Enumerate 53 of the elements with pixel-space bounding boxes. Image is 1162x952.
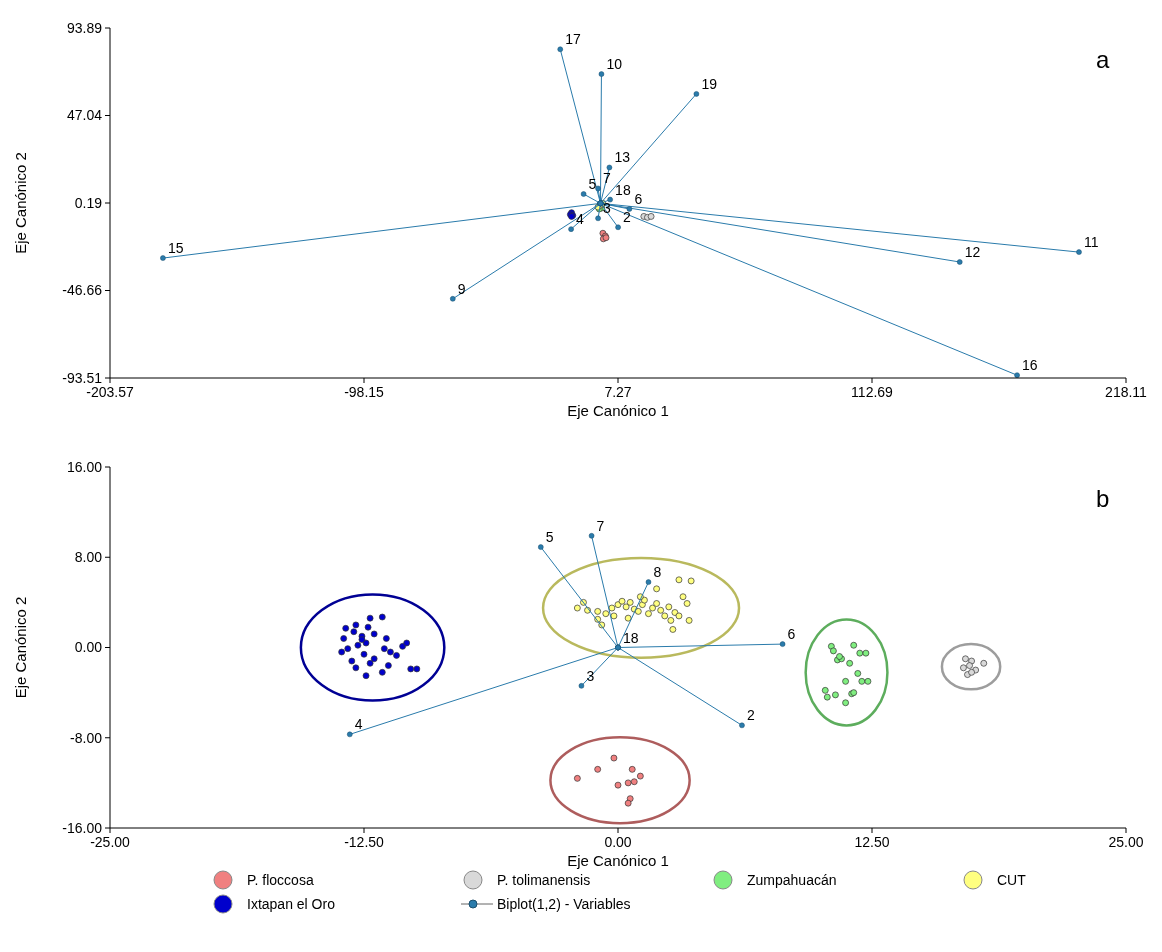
- annotation: 16: [1022, 357, 1038, 374]
- annotation: 8: [653, 564, 662, 581]
- annotation: 11: [1083, 234, 1099, 251]
- annotation: 6: [634, 190, 643, 207]
- x-tick-label: 218.11: [1105, 384, 1148, 400]
- x-tick-label: -98.15: [344, 384, 385, 400]
- y-tick-label: 47.04: [66, 107, 103, 124]
- x-tick-label: 25.00: [1108, 834, 1144, 850]
- y-tick-label: -46.66: [62, 282, 103, 299]
- x-tick-label: 12.50: [854, 834, 890, 850]
- annotation: 4: [354, 716, 363, 733]
- y-tick-label: 0.19: [74, 194, 103, 211]
- annotation: b: [1096, 485, 1110, 512]
- legend-label: P. tolimanensis: [497, 871, 591, 888]
- y-tick-label: 16.00: [66, 458, 103, 475]
- legend-label: Zumpahuacán: [747, 871, 837, 888]
- annotation: 10: [606, 56, 623, 73]
- annotation: 19: [701, 75, 718, 92]
- y-tick-label: 8.00: [74, 549, 103, 566]
- legend-label: CUT: [997, 871, 1027, 888]
- annotation: 7: [596, 517, 605, 534]
- y-tick-label: 93.89: [66, 19, 103, 36]
- x-tick-label: 0.00: [604, 834, 632, 850]
- x-tick-label: 112.69: [851, 384, 894, 400]
- x-tick-label: -203.57: [86, 384, 134, 400]
- annotation: a: [1096, 46, 1110, 73]
- annotation: 12: [964, 244, 981, 260]
- y-axis-title: Eje Canónico 2: [12, 596, 29, 699]
- legend-label: P. floccosa: [247, 871, 314, 888]
- annotation: 2: [746, 707, 755, 724]
- annotation: 17: [565, 31, 582, 48]
- legend-label: Ixtapan el Oro: [247, 895, 336, 912]
- x-axis-title: Eje Canónico 1: [567, 402, 669, 419]
- annotation: 13: [614, 149, 631, 166]
- y-axis-title: Eje Canónico 2: [12, 152, 29, 254]
- annotation: 18: [623, 629, 639, 646]
- annotation: 6: [787, 626, 796, 643]
- legend-label: Biplot(1,2) - Variables: [497, 895, 631, 912]
- annotation: 5: [545, 529, 554, 546]
- annotation: 2: [623, 209, 632, 226]
- annotation: 5: [588, 176, 597, 193]
- annotation: 15: [167, 240, 184, 257]
- annotation: 9: [457, 280, 466, 297]
- y-tick-label: -93.51: [62, 369, 103, 386]
- y-tick-label: -16.00: [62, 819, 103, 836]
- x-tick-label: 7.27: [604, 384, 632, 400]
- x-axis-title: Eje Canónico 1: [567, 852, 669, 869]
- annotation: 18: [615, 181, 631, 198]
- y-tick-label: -8.00: [70, 729, 103, 746]
- x-tick-label: -12.50: [344, 834, 385, 850]
- annotation: 7: [603, 170, 612, 187]
- x-tick-label: -25.00: [90, 834, 131, 850]
- y-tick-label: 0.00: [74, 639, 103, 656]
